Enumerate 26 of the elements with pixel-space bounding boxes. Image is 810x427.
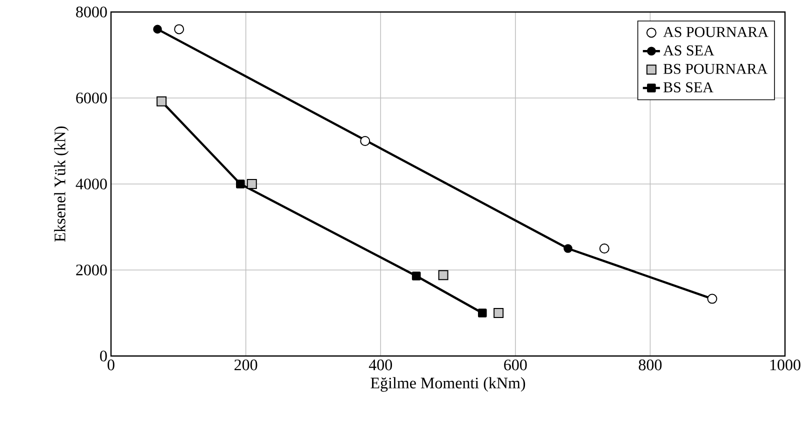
y-tick-label: 2000 — [76, 264, 107, 276]
x-axis-title: Eğilme Momenti (kNm) — [370, 377, 526, 392]
x-tick-label: 0 — [108, 360, 114, 370]
point — [564, 244, 572, 253]
legend-label: AS POURNARA — [663, 27, 768, 38]
y-tick-label: 8000 — [76, 6, 107, 18]
point — [153, 24, 162, 34]
x-tick-label: 800 — [638, 360, 662, 370]
y-tick-label: 0 — [100, 350, 107, 362]
x-tick-label: 200 — [234, 360, 258, 370]
point — [494, 308, 504, 318]
y-axis-title: Eksenel Yük (kN) — [54, 126, 69, 242]
point — [246, 178, 257, 189]
x-tick-label: 600 — [504, 360, 527, 370]
point — [478, 308, 487, 318]
y-tick-label: 4000 — [76, 178, 107, 190]
x-tick-label: 400 — [368, 360, 392, 370]
point — [360, 136, 370, 146]
point — [236, 180, 245, 188]
legend-label: BS SEA — [663, 82, 714, 92]
x-tick-label: 1000 — [770, 360, 800, 370]
legend-label: BS POURNARA — [663, 64, 768, 74]
point — [412, 272, 421, 280]
point — [438, 270, 448, 280]
legend-label: AS SEA — [663, 45, 714, 56]
y-tick-label: 6000 — [76, 92, 107, 104]
